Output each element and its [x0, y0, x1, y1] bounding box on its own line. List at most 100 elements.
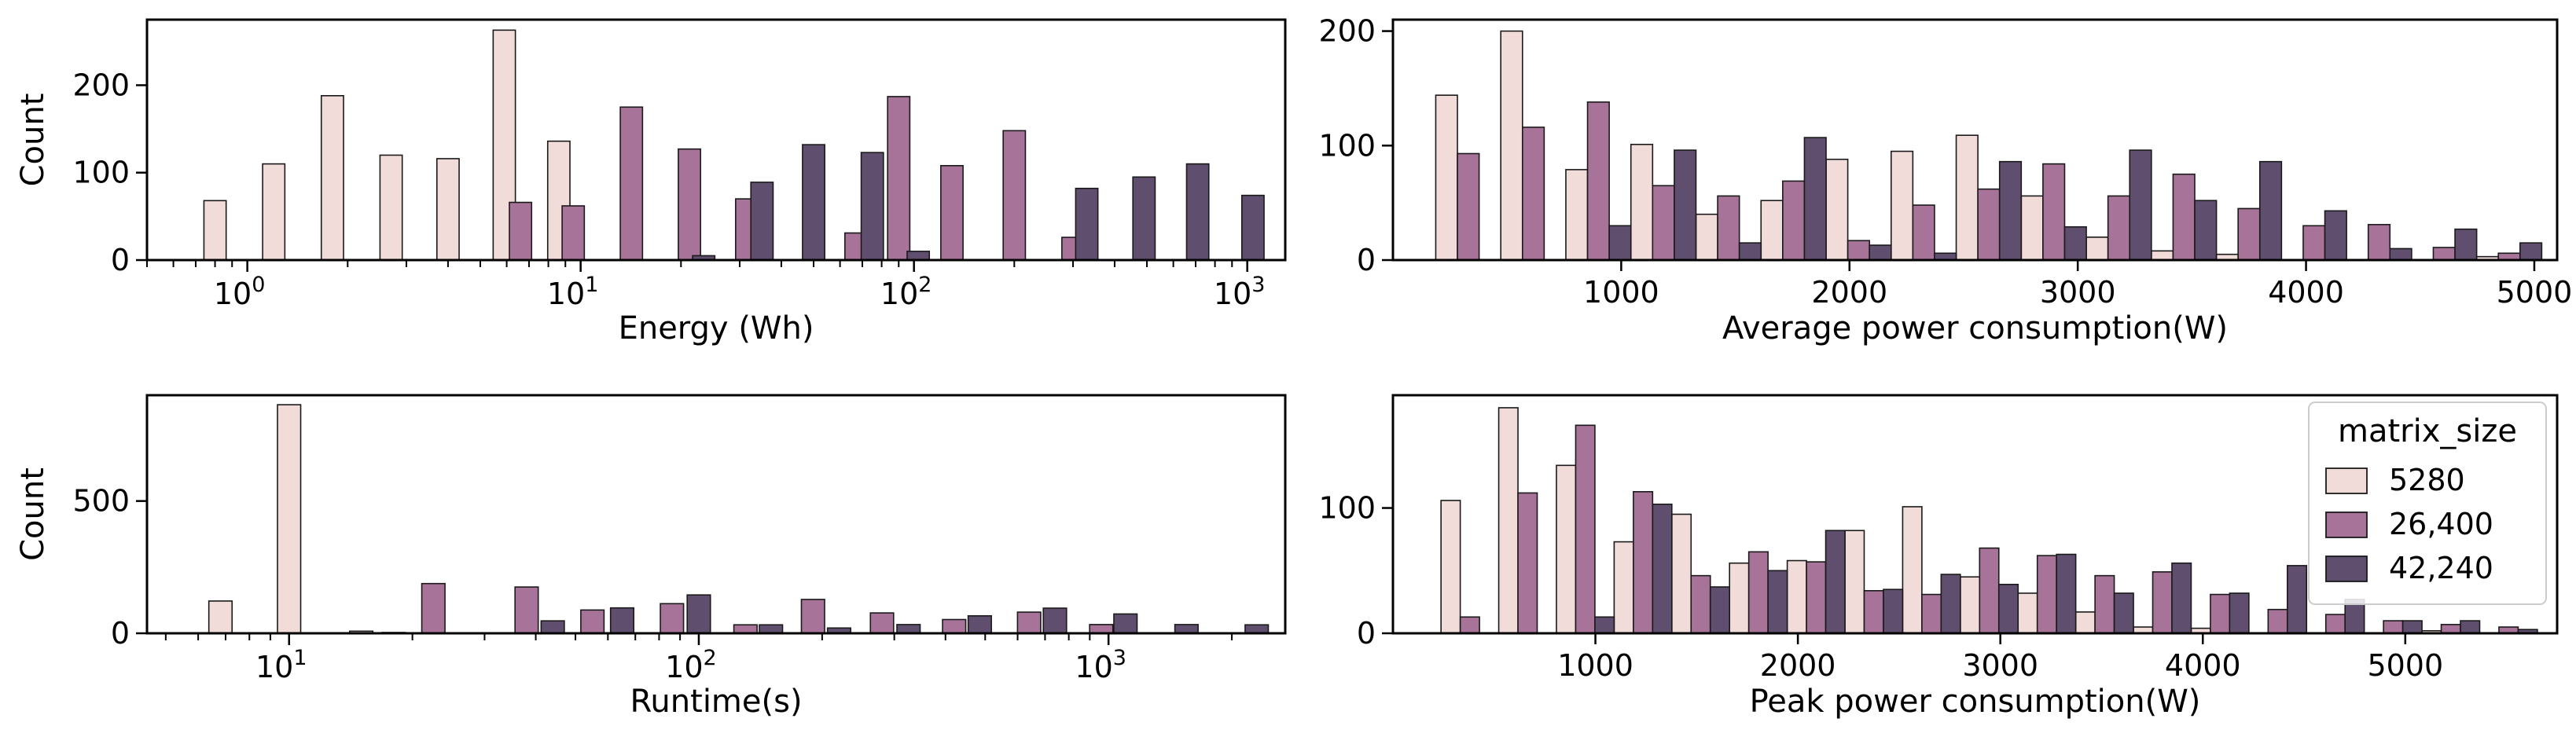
legend-entry-26400: 26,400: [2389, 507, 2493, 541]
bar-peakpower-42240-11: [2229, 592, 2250, 634]
bar-avgpower-5280-8: [1955, 134, 1979, 261]
legend-title: matrix_size: [2338, 413, 2517, 449]
bar-avgpower-26400-4: [1717, 195, 1740, 261]
bar-peakpower-26400-16: [2383, 620, 2404, 634]
bar-avgpower-42240-14: [2519, 242, 2543, 261]
bar-peakpower-26400-11: [2094, 574, 2115, 634]
bar-avgpower-26400-9: [2042, 163, 2066, 261]
bar-runtime-42240-3: [686, 594, 711, 634]
bar-peakpower-5280-1: [1497, 407, 1519, 634]
bar-peakpower-5280-8: [1902, 506, 1923, 634]
legend-entry-5280: 5280: [2389, 463, 2465, 497]
bar-energy-5280-3: [379, 154, 403, 261]
bar-peakpower-5280-2: [1556, 464, 1577, 634]
bar-avgpower-42240-9: [2194, 200, 2218, 261]
bar-runtime-26400-9: [1089, 624, 1114, 634]
bar-peakpower-26400-10: [2036, 555, 2057, 634]
bar-peakpower-26400-7: [1863, 589, 1884, 634]
bar-energy-26400-8: [1002, 130, 1027, 261]
bar-energy-26400-6: [887, 96, 911, 261]
bar-runtime-26400-1: [514, 586, 539, 634]
bar-avgpower-42240-2: [1738, 242, 1762, 261]
bar-avgpower-42240-12: [2389, 248, 2412, 261]
legend: matrix_size 5280 26,400 42,240: [2308, 402, 2547, 605]
bar-avgpower-5280-7: [1890, 150, 1914, 261]
bar-peakpower-42240-14: [2401, 620, 2423, 634]
bar-avgpower-26400-1: [1521, 126, 1545, 261]
bar-energy-5280-5: [492, 29, 516, 261]
bar-energy-42240-7: [1185, 163, 1210, 261]
bar-peakpower-42240-4: [1825, 530, 1846, 634]
bar-energy-26400-0: [509, 201, 533, 261]
energy-ytick-label-2: 200: [72, 68, 130, 102]
bar-peakpower-5280-9: [1960, 576, 1981, 634]
bar-avgpower-26400-3: [1652, 185, 1675, 261]
bar-avgpower-26400-0: [1457, 152, 1480, 261]
bar-avgpower-26400-5: [1782, 180, 1806, 261]
bar-peakpower-42240-5: [1883, 588, 1904, 634]
bar-runtime-26400-3: [660, 603, 685, 634]
peak-power-histogram-panel: 0 100 1000 2000 3000 4000 5000 Peak power consu…: [1318, 394, 2559, 720]
bar-peakpower-26400-13: [2210, 593, 2231, 634]
bar-peakpower-5280-11: [2074, 611, 2096, 634]
bar-avgpower-26400-13: [2302, 225, 2326, 261]
avgpower-ytick-label-0: 0: [1357, 243, 1376, 277]
bar-energy-26400-2: [619, 106, 644, 261]
bar-peakpower-42240-13: [2344, 599, 2365, 634]
avgpower-xtick-label-4: 5000: [2497, 275, 2573, 310]
bar-avgpower-26400-7: [1912, 204, 1935, 261]
bar-avgpower-42240-1: [1674, 149, 1697, 261]
runtime-xtick-label-0: 101: [255, 646, 307, 684]
bar-avgpower-5280-9: [2020, 195, 2044, 261]
bar-runtime-26400-5: [800, 599, 825, 634]
bar-peakpower-42240-9: [2113, 592, 2134, 634]
legend-entry-42240: 42,240: [2389, 551, 2493, 585]
bar-energy-5280-1: [262, 163, 286, 261]
avgpower-ytick-label-2: 200: [1318, 14, 1376, 49]
bar-energy-42240-8: [1240, 194, 1265, 261]
bar-runtime-26400-6: [869, 612, 895, 634]
energy-xtick-label-3: 103: [1214, 273, 1266, 311]
avgpower-ytick-label-1: 100: [1318, 128, 1376, 163]
bar-energy-5280-0: [203, 200, 227, 261]
bar-runtime-26400-0: [421, 582, 446, 634]
bar-avgpower-42240-4: [1869, 244, 1892, 261]
legend-box: [2308, 402, 2547, 605]
avgpower-xtick-label-3: 4000: [2268, 275, 2344, 310]
runtime-axes-frame: [145, 394, 1287, 635]
energy-ytick-label-0: 0: [111, 243, 130, 277]
bar-peakpower-26400-1: [1517, 492, 1538, 634]
runtime-ytick-label-0: 0: [111, 616, 130, 651]
bar-peakpower-26400-2: [1575, 424, 1596, 634]
bar-peakpower-26400-17: [2440, 624, 2461, 634]
energy-ytick-label-1: 100: [72, 156, 130, 190]
bar-peakpower-42240-7: [1997, 584, 2019, 634]
bar-avgpower-5280-6: [1825, 158, 1849, 261]
bar-avgpower-42240-0: [1608, 225, 1632, 261]
energy-histogram-panel: 0 100 200 100 101 102 103 Energy (Wh) Count: [15, 18, 1287, 346]
avgpower-xtick-label-2: 3000: [2040, 275, 2116, 310]
bar-avgpower-5280-5: [1760, 200, 1784, 261]
bar-energy-5280-2: [320, 95, 344, 261]
legend-swatch-42240: [2325, 556, 2368, 582]
bar-avgpower-5280-10: [2085, 236, 2109, 261]
bar-runtime-5280-1: [277, 404, 302, 634]
bar-peakpower-26400-15: [2324, 614, 2346, 634]
bar-energy-42240-2: [802, 144, 825, 261]
bar-peakpower-5280-10: [2017, 592, 2038, 634]
energy-x-axis-label: Energy (Wh): [619, 310, 814, 346]
bar-avgpower-42240-8: [2129, 149, 2152, 261]
bar-peakpower-42240-15: [2460, 620, 2481, 634]
bar-energy-26400-7: [940, 165, 964, 261]
bar-peakpower-42240-0: [1594, 616, 1615, 634]
bar-energy-26400-3: [678, 148, 701, 261]
legend-swatch-5280: [2325, 468, 2368, 494]
peakpower-xtick-label-2: 3000: [1962, 648, 2038, 683]
peakpower-xtick-label-0: 1000: [1557, 648, 1633, 683]
bar-avgpower-26400-8: [1977, 188, 2001, 261]
bar-peakpower-42240-1: [1652, 503, 1673, 634]
bar-energy-42240-6: [1132, 176, 1156, 261]
bar-runtime-42240-6: [896, 624, 921, 634]
bar-avgpower-26400-2: [1586, 101, 1610, 261]
